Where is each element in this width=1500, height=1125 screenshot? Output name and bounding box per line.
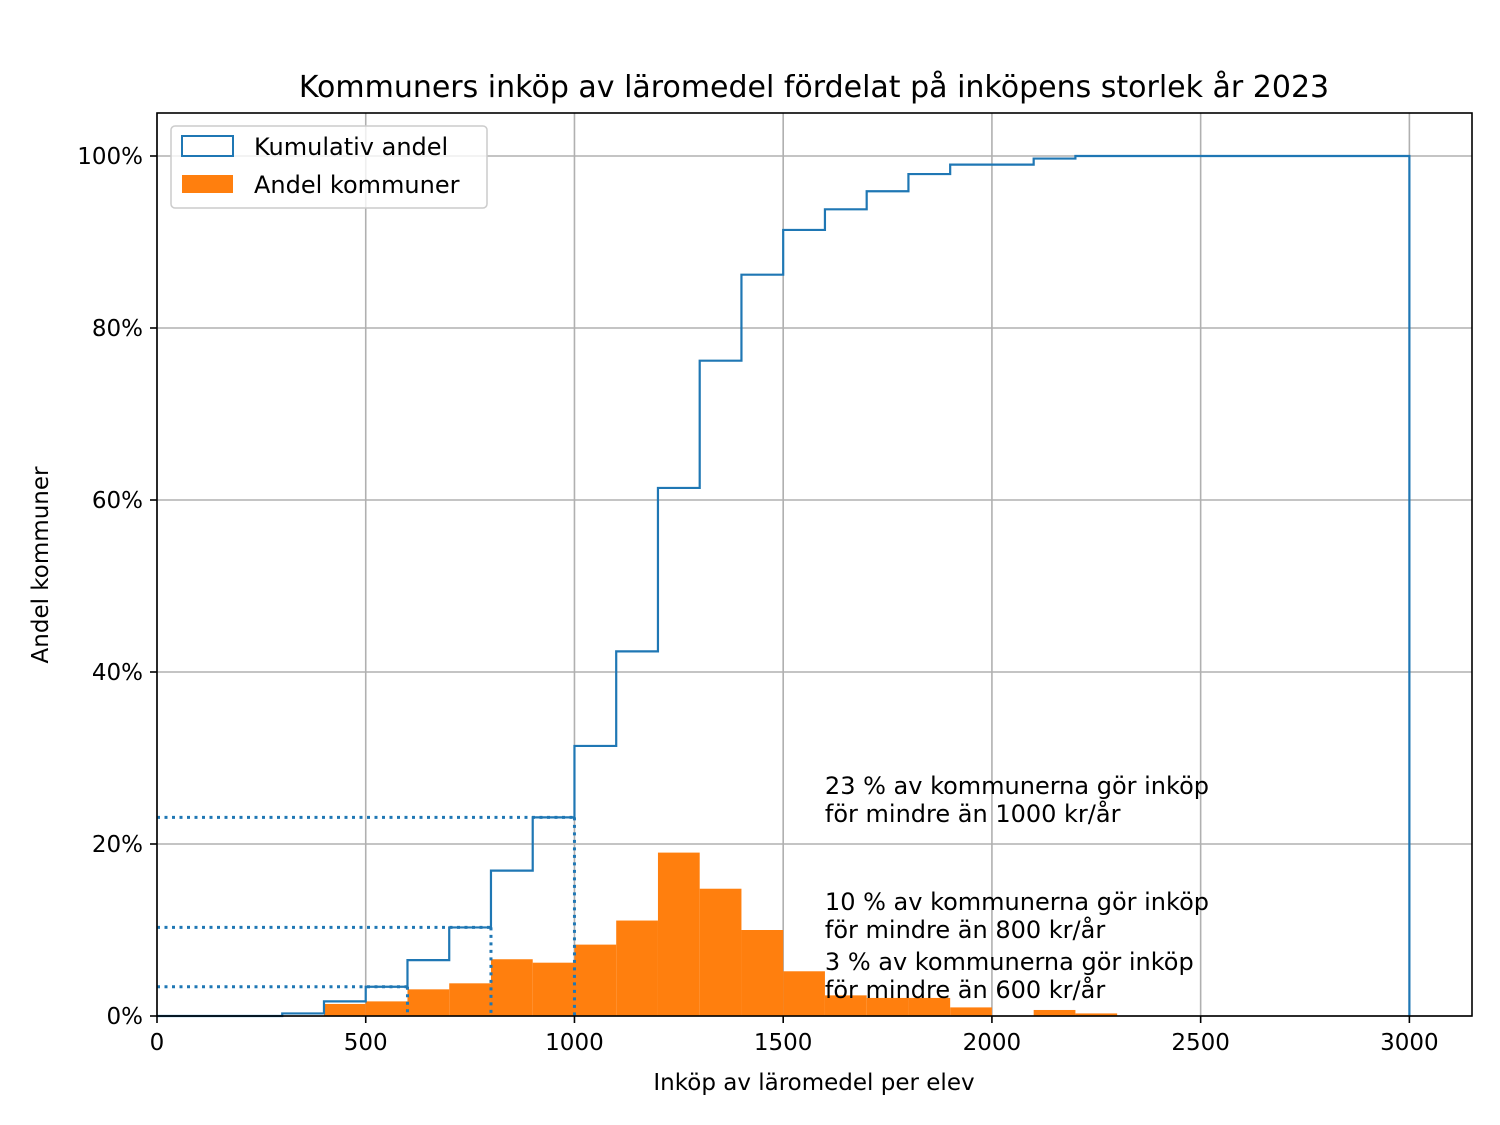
histogram-bar	[449, 983, 491, 1016]
histogram-bar	[1075, 1013, 1118, 1016]
histogram-bar	[824, 995, 867, 1016]
y-tick-label: 60%	[92, 488, 143, 514]
legend-swatch-cumulative	[181, 135, 234, 157]
legend-label-cumulative: Kumulativ andel	[254, 133, 448, 161]
annotation-text: 10 % av kommunerna gör inköp	[825, 888, 1209, 916]
histogram-bar	[950, 1007, 992, 1016]
histogram-bar	[365, 1001, 408, 1016]
x-tick-label: 3000	[1380, 1030, 1439, 1056]
histogram-bar	[783, 971, 825, 1016]
annotation-text: för mindre än 1000 kr/år	[825, 799, 1121, 828]
y-axis-ticks: 0% 20% 40% 60% 80% 100%	[77, 144, 157, 1030]
y-tick-label: 20%	[92, 832, 143, 858]
histogram-bars	[323, 852, 1118, 1016]
chart-title: Kommuners inköp av läromedel fördelat på…	[299, 70, 1329, 105]
histogram-bar	[490, 959, 533, 1016]
y-tick-label: 0%	[107, 1004, 144, 1030]
histogram-bar	[908, 997, 951, 1016]
legend-swatch-share	[182, 175, 233, 193]
histogram-bar	[532, 962, 575, 1016]
annotation-text: för mindre än 600 kr/år	[825, 975, 1105, 1004]
legend: Kumulativ andel Andel kommuner	[170, 125, 488, 209]
legend-label-share: Andel kommuner	[254, 171, 460, 199]
x-tick-label: 0	[150, 1030, 165, 1056]
annotation-text: för mindre än 800 kr/år	[825, 915, 1105, 944]
histogram-bar	[657, 852, 700, 1016]
histogram-bar	[866, 997, 909, 1016]
x-axis-label: Inköp av läromedel per elev	[653, 1070, 974, 1096]
reference-lines	[157, 815, 576, 1016]
histogram-bar	[1033, 1009, 1076, 1016]
y-tick-label: 100%	[77, 144, 143, 170]
histogram-bar	[407, 989, 450, 1016]
cumulative-step-line	[157, 154, 1411, 1018]
histogram-bar	[574, 944, 617, 1016]
y-tick-label: 80%	[92, 316, 143, 342]
x-tick-label: 1000	[545, 1030, 604, 1056]
annotation-text: 23 % av kommunerna gör inköp	[825, 772, 1209, 800]
y-axis-label: Andel kommuner	[28, 466, 54, 663]
x-axis-ticks: 0 500 1000 1500 2000 2500 3000	[150, 1016, 1439, 1056]
histogram-bar	[323, 1003, 366, 1016]
annotation-text: 3 % av kommunerna gör inköp	[825, 948, 1194, 976]
x-tick-label: 1500	[754, 1030, 813, 1056]
x-tick-label: 2000	[963, 1030, 1022, 1056]
y-tick-label: 40%	[92, 660, 143, 686]
x-tick-label: 2500	[1171, 1030, 1230, 1056]
histogram-bar	[741, 930, 784, 1016]
cumulative-step-path	[157, 154, 1411, 1018]
x-tick-label: 500	[344, 1030, 388, 1056]
histogram-bar	[699, 888, 742, 1016]
histogram-bar	[616, 920, 658, 1016]
plot-frame	[156, 112, 1473, 1017]
